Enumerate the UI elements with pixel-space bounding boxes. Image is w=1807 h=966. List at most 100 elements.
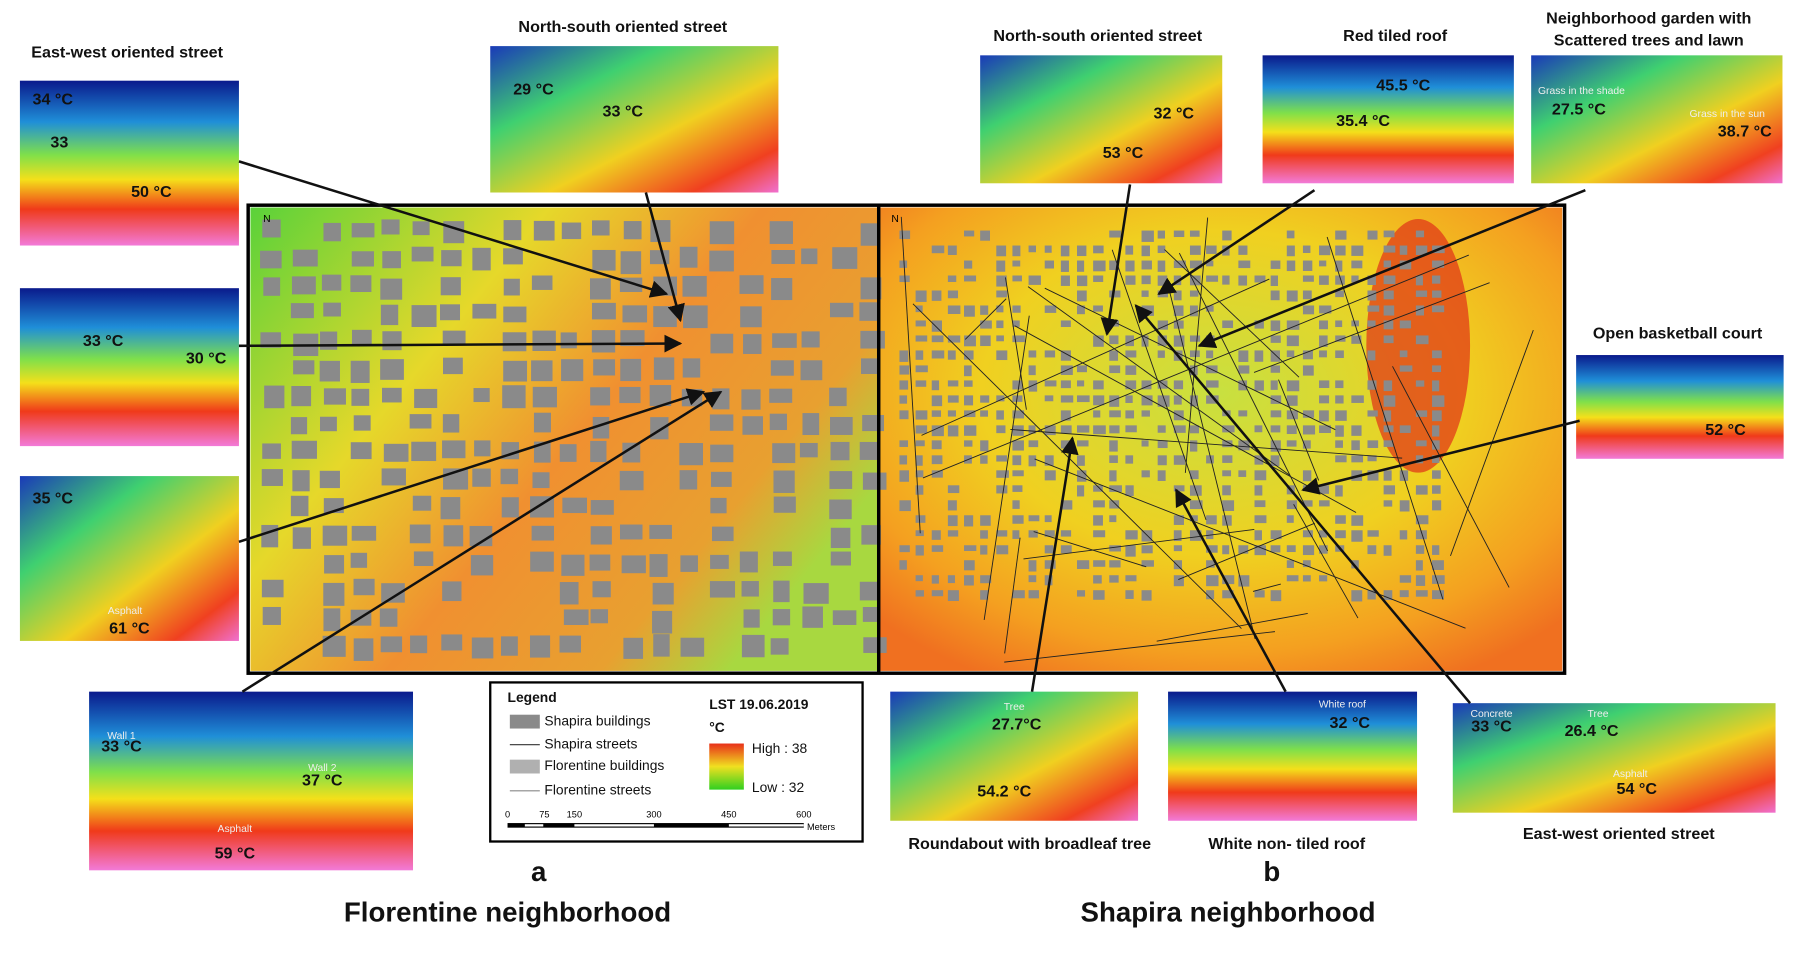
building [915, 575, 923, 582]
thermal-image [1531, 55, 1783, 184]
building [1189, 275, 1201, 286]
building [472, 468, 491, 487]
building [1028, 245, 1037, 253]
building [1335, 530, 1346, 539]
building [1383, 335, 1394, 344]
building [1319, 530, 1328, 538]
building [1302, 365, 1314, 376]
building [772, 333, 797, 348]
building [771, 250, 795, 264]
building [1351, 440, 1360, 451]
building [1076, 485, 1085, 497]
building [1141, 545, 1153, 554]
photo-caption: North-south oriented street [993, 27, 1202, 45]
street [1111, 249, 1207, 521]
building [1173, 425, 1186, 433]
building [1012, 335, 1025, 343]
building [1238, 575, 1250, 587]
thermal-photo: Open basketball court 52 °C [1576, 325, 1784, 459]
building [1302, 410, 1315, 418]
building [1222, 590, 1234, 599]
thermal-image [19, 288, 239, 447]
building [1286, 500, 1298, 510]
building [1222, 485, 1231, 496]
building [1060, 500, 1073, 510]
building [915, 485, 924, 495]
temperature-label: Wall 2 [308, 763, 337, 774]
building [1383, 590, 1393, 601]
building [741, 634, 765, 658]
building [682, 358, 701, 378]
building [931, 245, 945, 254]
temperature-label: Concrete [1470, 709, 1512, 720]
building [1189, 425, 1200, 434]
building [1173, 380, 1184, 390]
building [1109, 365, 1121, 374]
building [1270, 380, 1278, 390]
temperature-label: 32 °C [1154, 104, 1195, 122]
building [353, 638, 374, 661]
building [1125, 275, 1136, 285]
building [1157, 275, 1168, 286]
building [832, 247, 858, 269]
building [1351, 260, 1363, 269]
pointer-arrow [644, 192, 685, 323]
building [1415, 290, 1428, 297]
temperature-label: 53 °C [1103, 144, 1144, 162]
photo-caption: Open basketball court [1593, 325, 1763, 343]
building [1109, 515, 1117, 523]
building [1189, 470, 1199, 480]
building [996, 455, 1008, 462]
building [915, 320, 926, 327]
street [1169, 290, 1256, 639]
building [829, 471, 853, 489]
building [1319, 425, 1331, 434]
photo-caption: Neighborhood garden with Scattered trees … [1546, 10, 1751, 50]
building [1286, 560, 1294, 568]
scale-tick-label: 300 [646, 809, 661, 819]
map: N N [246, 203, 1567, 675]
building [1302, 350, 1313, 360]
building [411, 441, 437, 462]
building [1012, 380, 1023, 390]
building [1060, 320, 1071, 327]
building [590, 387, 611, 406]
building [1302, 425, 1316, 435]
building [1432, 485, 1441, 494]
building [1432, 545, 1440, 555]
building [1109, 545, 1121, 552]
building [1415, 575, 1426, 586]
building [1254, 530, 1262, 541]
building [740, 306, 762, 328]
thermal-photo: Red tiled roof 45.5 °C 35.4 °C [1262, 27, 1514, 184]
building [709, 250, 734, 272]
building [980, 515, 991, 526]
building [1286, 320, 1300, 330]
building [964, 365, 972, 377]
building [1302, 440, 1311, 449]
building [442, 581, 462, 602]
building [1076, 305, 1085, 315]
building [899, 545, 910, 553]
building [931, 395, 943, 407]
building [1189, 350, 1200, 358]
building [964, 350, 974, 360]
building [1367, 380, 1377, 390]
building [1415, 590, 1428, 597]
building [964, 260, 973, 269]
building [382, 331, 402, 351]
building [1044, 560, 1056, 569]
building [829, 387, 847, 407]
building [1335, 455, 1347, 463]
building [862, 472, 887, 490]
building [622, 442, 641, 463]
building [1286, 515, 1294, 523]
building [559, 582, 579, 605]
building [1351, 530, 1363, 542]
building [1157, 425, 1166, 433]
building [915, 290, 927, 302]
building [1432, 395, 1445, 407]
building [964, 230, 975, 237]
building [381, 583, 405, 603]
building [1302, 470, 1312, 482]
